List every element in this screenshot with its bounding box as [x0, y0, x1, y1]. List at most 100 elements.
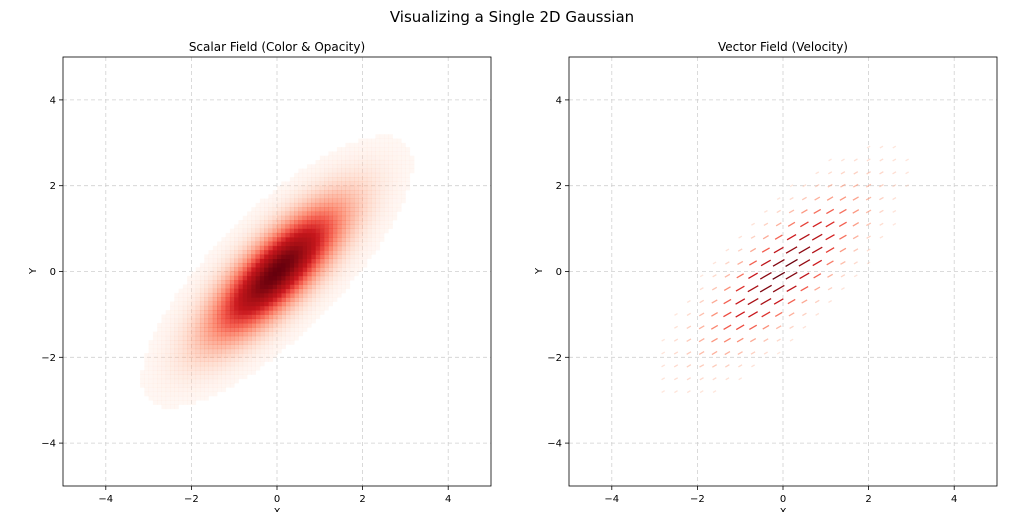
density-cell	[242, 232, 248, 238]
density-cell	[328, 155, 334, 161]
density-cell	[306, 297, 312, 302]
density-cell	[375, 177, 381, 182]
density-cell	[371, 224, 376, 229]
density-cell	[311, 318, 316, 324]
density-cell	[165, 322, 171, 328]
density-cell	[371, 250, 376, 255]
velocity-arrow	[815, 171, 820, 175]
density-cell	[277, 301, 282, 307]
velocity-arrow	[774, 234, 783, 240]
density-cell	[174, 374, 179, 380]
density-cell	[238, 305, 244, 311]
x-tick-label: 0	[780, 494, 786, 505]
velocity-arrow	[802, 312, 807, 317]
density-cell	[247, 220, 252, 225]
density-cell	[379, 142, 385, 148]
density-cell	[311, 194, 316, 199]
density-cell	[272, 310, 278, 315]
density-cell	[289, 340, 295, 345]
velocity-arrow	[772, 284, 785, 293]
velocity-arrow	[723, 311, 732, 318]
density-cell	[144, 391, 149, 397]
density-cell	[384, 224, 389, 229]
density-cell	[178, 318, 184, 324]
density-cell	[229, 262, 235, 268]
density-cell	[238, 258, 244, 264]
density-cell	[148, 344, 154, 350]
velocity-arrow	[798, 259, 811, 267]
x-tick-label: 4	[445, 494, 451, 505]
density-cell	[255, 327, 261, 332]
density-cell	[401, 189, 406, 195]
density-cell	[251, 262, 256, 268]
density-cell	[306, 177, 312, 182]
velocity-arrow	[749, 324, 758, 330]
density-cell	[204, 340, 209, 345]
density-cell	[319, 220, 325, 225]
density-cell	[358, 262, 363, 268]
density-cell	[341, 215, 346, 221]
density-cell	[285, 254, 291, 260]
density-cell	[264, 357, 269, 362]
density-cell	[362, 262, 368, 268]
density-cell	[191, 370, 197, 375]
density-cell	[187, 310, 192, 315]
density-cell	[384, 211, 389, 217]
density-cell	[182, 348, 188, 354]
density-cell	[187, 275, 192, 281]
density-cell	[212, 258, 218, 264]
density-cell	[366, 159, 372, 165]
density-cell	[165, 383, 171, 388]
density-cell	[217, 314, 222, 320]
density-cell	[306, 245, 312, 251]
density-cell	[332, 189, 338, 195]
density-cell	[255, 211, 261, 217]
density-cell	[332, 267, 338, 272]
velocity-arrow	[853, 261, 858, 265]
density-cell	[251, 327, 256, 332]
density-cell	[388, 177, 393, 182]
density-cell	[336, 181, 342, 187]
density-cell	[366, 194, 372, 199]
density-cell	[298, 258, 304, 264]
velocity-arrow	[736, 337, 744, 343]
density-cell	[229, 301, 235, 307]
density-cell	[285, 215, 291, 221]
density-cell	[255, 215, 261, 221]
density-cell	[234, 357, 239, 362]
density-cell	[157, 395, 162, 401]
density-cell	[217, 284, 222, 290]
density-cell	[229, 318, 235, 324]
density-cell	[371, 241, 376, 247]
y-tick-label: 2	[50, 181, 56, 192]
density-cell	[251, 305, 256, 311]
density-cell	[259, 271, 265, 277]
density-cell	[229, 275, 235, 281]
density-cell	[396, 164, 402, 169]
velocity-arrow	[787, 298, 796, 305]
density-cell	[324, 198, 329, 204]
density-cell	[238, 335, 244, 341]
density-cell	[187, 395, 192, 401]
density-cell	[285, 292, 291, 298]
density-cell	[195, 322, 201, 328]
density-cell	[289, 254, 295, 260]
density-cell	[255, 258, 261, 264]
density-cell	[371, 172, 376, 178]
density-cell	[277, 297, 282, 302]
density-cell	[170, 344, 175, 350]
density-cell	[195, 301, 201, 307]
density-cell	[319, 207, 325, 212]
density-cell	[170, 378, 175, 384]
density-cell	[281, 322, 286, 328]
density-cell	[349, 164, 355, 169]
density-cell	[306, 254, 312, 260]
density-cell	[212, 301, 218, 307]
density-cell	[366, 211, 372, 217]
density-cell	[319, 172, 325, 178]
density-cell	[212, 305, 218, 311]
density-cell	[277, 262, 282, 268]
density-cell	[182, 305, 188, 311]
density-cell	[208, 344, 214, 350]
density-cell	[315, 164, 321, 169]
